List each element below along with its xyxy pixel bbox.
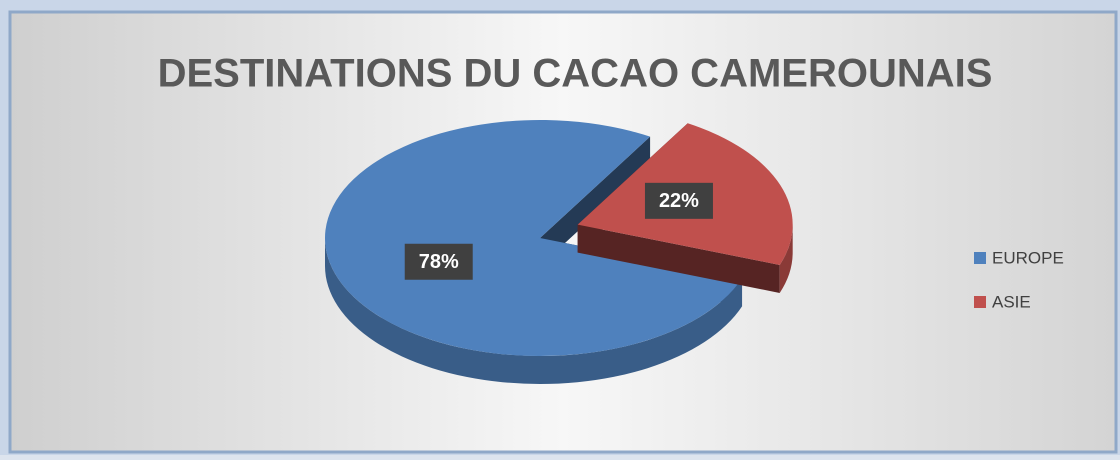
slice-inner-face xyxy=(540,136,651,266)
legend-swatch xyxy=(974,296,986,308)
slice-side xyxy=(325,238,743,385)
data-label: 22% xyxy=(659,190,699,212)
slice-side xyxy=(779,224,793,293)
data-label: 78% xyxy=(419,251,459,273)
chart-title: DESTINATIONS DU CACAO CAMEROUNAIS xyxy=(158,52,993,96)
data-label-box xyxy=(404,243,473,280)
legend-label: EUROPE xyxy=(992,248,1064,267)
legend-label: ASIE xyxy=(992,292,1031,311)
legend-swatch xyxy=(974,252,986,264)
slice-inner-face xyxy=(577,224,780,293)
slice xyxy=(325,119,743,356)
data-label-box xyxy=(644,182,713,219)
